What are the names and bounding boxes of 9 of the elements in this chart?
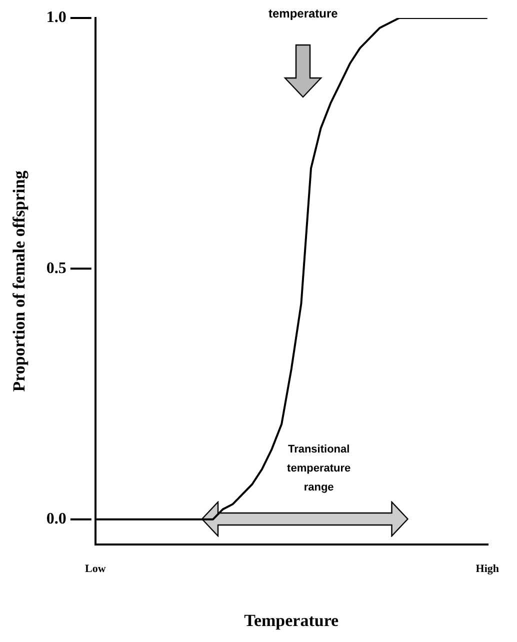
- x-tick-label: High: [476, 562, 499, 575]
- y-axis-title: Proportion of female offspring: [10, 170, 29, 392]
- x-axis-title: Temperature: [244, 611, 340, 630]
- x-tick-label: Low: [85, 562, 106, 575]
- y-tick-label: 0.0: [46, 510, 66, 528]
- annotation: temperature: [268, 6, 338, 20]
- y-tick-label: 0.5: [46, 260, 66, 277]
- y-tick-label: 1.0: [46, 9, 66, 26]
- annotation: Transitional temperature range: [287, 443, 351, 494]
